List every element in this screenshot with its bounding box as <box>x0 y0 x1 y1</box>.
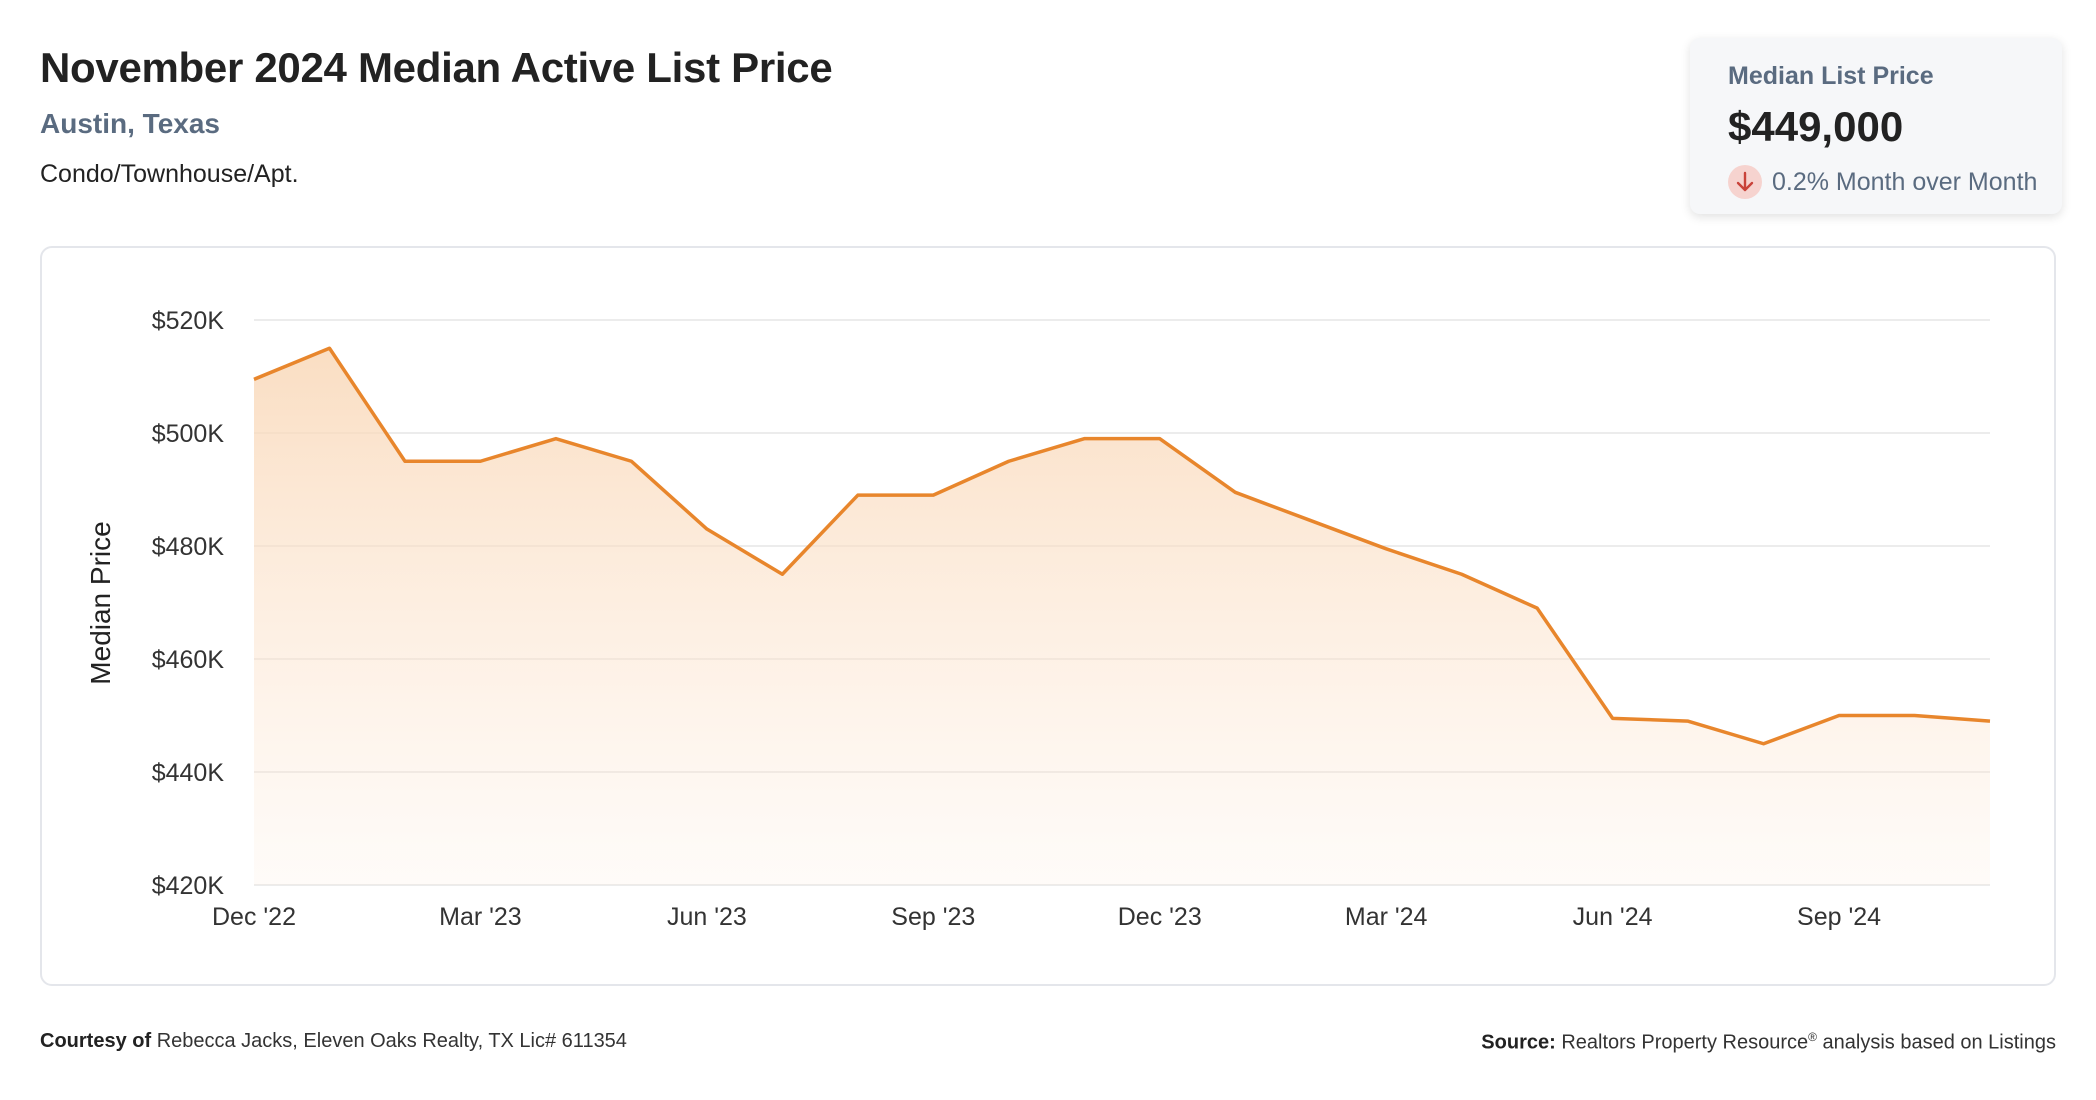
x-tick-label: Sep '23 <box>891 903 975 931</box>
courtesy-label: Courtesy of <box>40 1030 152 1052</box>
area-fill <box>254 348 1990 885</box>
data-point[interactable] <box>1836 713 1842 719</box>
source-text: Realtors Property Resource <box>1561 1031 1809 1054</box>
page-title: November 2024 Median Active List Price <box>40 44 833 91</box>
arrow-down-icon <box>1728 165 1762 199</box>
data-point[interactable] <box>1534 605 1540 611</box>
data-point[interactable] <box>1232 489 1238 495</box>
y-tick-label: $520K <box>152 307 225 335</box>
property-type-label: Condo/Townhouse/Apt. <box>40 160 299 188</box>
data-point[interactable] <box>402 458 408 464</box>
x-tick-label: Jun '24 <box>1573 903 1653 931</box>
data-point[interactable] <box>1685 718 1691 724</box>
stat-label: Median List Price <box>1728 62 1934 90</box>
x-tick-label: Mar '23 <box>439 903 522 931</box>
x-tick-label: Dec '23 <box>1118 903 1202 931</box>
data-point[interactable] <box>477 458 483 464</box>
data-point[interactable] <box>779 571 785 577</box>
data-point[interactable] <box>1308 518 1314 524</box>
y-tick-label: $440K <box>152 759 225 787</box>
source-footer: Source: Realtors Property Resource® anal… <box>1481 1030 2056 1055</box>
data-point[interactable] <box>1006 458 1012 464</box>
area-layer <box>251 345 1993 885</box>
data-point[interactable] <box>553 436 559 442</box>
x-tick-label: Jun '23 <box>667 903 747 931</box>
data-point[interactable] <box>628 458 634 464</box>
data-point[interactable] <box>1081 436 1087 442</box>
courtesy-footer: Courtesy of Rebecca Jacks, Eleven Oaks R… <box>40 1030 627 1053</box>
courtesy-text: Rebecca Jacks, Eleven Oaks Realty, TX Li… <box>156 1030 627 1052</box>
data-point[interactable] <box>1987 718 1993 724</box>
price-area-chart: $420K $440K $460K $480K $500K $520K Dec '22 Ma… <box>85 307 1993 931</box>
data-point[interactable] <box>855 492 861 498</box>
data-point[interactable] <box>251 376 257 382</box>
stat-value: $449,000 <box>1728 103 1904 150</box>
data-point[interactable] <box>326 345 332 351</box>
y-tick-label: $460K <box>152 646 225 674</box>
data-point[interactable] <box>1761 741 1767 747</box>
y-axis-title: Median Price <box>85 521 116 684</box>
y-tick-label: $480K <box>152 533 225 561</box>
x-tick-label: Sep '24 <box>1797 903 1881 931</box>
data-point[interactable] <box>1459 571 1465 577</box>
registered-mark: ® <box>1808 1030 1817 1044</box>
x-axis-ticks: Dec '22 Mar '23 Jun '23 Sep '23 Dec '23 Mar '… <box>212 903 1881 931</box>
x-tick-label: Mar '24 <box>1345 903 1428 931</box>
location-subtitle: Austin, Texas <box>40 108 220 139</box>
x-tick-label: Dec '22 <box>212 903 296 931</box>
data-point[interactable] <box>704 526 710 532</box>
chart-panel: $420K $440K $460K $480K $500K $520K Dec '22 Ma… <box>40 246 2056 986</box>
source-suffix: analysis based on Listings <box>1822 1031 2056 1054</box>
series-line <box>253 346 1991 746</box>
data-point[interactable] <box>1383 546 1389 552</box>
data-point[interactable] <box>1157 436 1163 442</box>
stat-change: 0.2% Month over Month <box>1728 165 2062 199</box>
y-tick-label: $420K <box>152 872 225 900</box>
data-point[interactable] <box>1912 713 1918 719</box>
source-label: Source: <box>1481 1031 1556 1054</box>
y-axis-ticks: $420K $440K $460K $480K $500K $520K <box>152 307 225 900</box>
data-point[interactable] <box>1610 715 1616 721</box>
y-tick-label: $500K <box>152 420 225 448</box>
median-list-price-card: Median List Price $449,000 0.2% Month ov… <box>1690 38 2062 214</box>
stat-change-text: 0.2% Month over Month <box>1772 167 2038 196</box>
data-point[interactable] <box>930 492 936 498</box>
